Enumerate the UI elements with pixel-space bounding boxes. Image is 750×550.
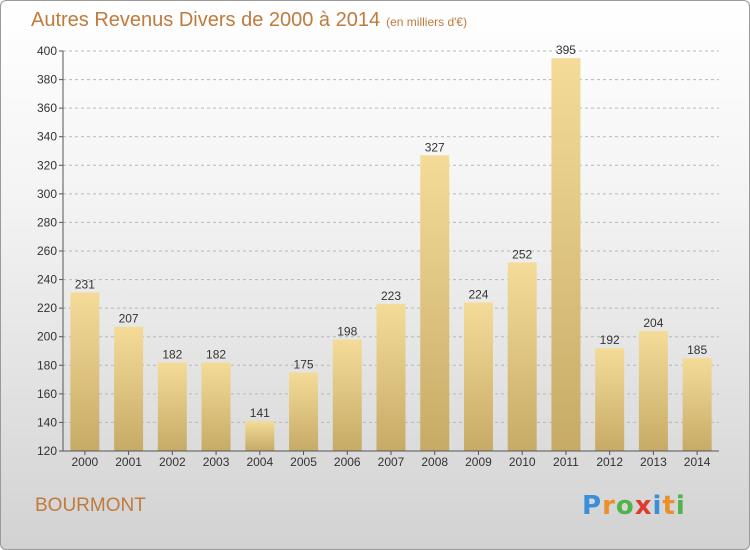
- bar: [114, 326, 144, 451]
- x-tick-label: 2014: [684, 455, 711, 469]
- y-tick-label: 200: [37, 330, 57, 344]
- x-tick-label: 2000: [72, 455, 99, 469]
- logo-letter: i: [675, 491, 686, 521]
- x-tick-label: 2008: [421, 455, 448, 469]
- y-tick-label: 180: [37, 358, 57, 372]
- x-tick-label: 2002: [159, 455, 186, 469]
- value-label: 252: [512, 247, 532, 261]
- x-tick-label: 2013: [640, 455, 667, 469]
- y-tick-label: 260: [37, 244, 57, 258]
- y-tick-label: 300: [37, 187, 57, 201]
- value-label: 185: [687, 343, 707, 357]
- bar: [70, 292, 100, 451]
- bar: [638, 331, 668, 451]
- value-label: 192: [600, 333, 620, 347]
- value-label: 204: [643, 316, 663, 330]
- bar: [420, 155, 450, 452]
- bar: [595, 348, 625, 451]
- y-tick-label: 360: [37, 101, 57, 115]
- y-tick-label: 380: [37, 73, 57, 87]
- y-tick-label: 160: [37, 387, 57, 401]
- y-tick-label: 280: [37, 215, 57, 229]
- bar: [201, 362, 231, 451]
- proxiti-logo: Proxiti: [582, 491, 686, 521]
- x-tick-label: 2010: [509, 455, 536, 469]
- bar: [551, 58, 581, 452]
- y-tick-label: 240: [37, 273, 57, 287]
- value-label: 223: [381, 289, 401, 303]
- logo-letter: t: [662, 491, 676, 521]
- logo-letter: x: [634, 491, 653, 521]
- value-label: 395: [556, 43, 576, 57]
- chart-title: Autres Revenus Divers de 2000 à 2014 (en …: [31, 9, 467, 32]
- value-label: 175: [294, 357, 314, 371]
- bars: [70, 58, 712, 452]
- value-label: 198: [337, 325, 357, 339]
- value-label: 182: [162, 347, 182, 361]
- logo-letter: i: [652, 491, 663, 521]
- bar: [507, 262, 537, 451]
- bar: [376, 303, 406, 451]
- bar: [332, 339, 362, 451]
- x-tick-label: 2006: [334, 455, 361, 469]
- chart-title-text: Autres Revenus Divers de 2000 à 2014: [31, 9, 381, 31]
- commune-name: BOURMONT: [35, 495, 146, 516]
- value-label: 327: [425, 140, 445, 154]
- bar: [245, 421, 275, 451]
- y-tick-label: 400: [37, 44, 57, 58]
- value-label: 141: [250, 406, 270, 420]
- logo-letter: o: [615, 491, 635, 521]
- y-tick-label: 340: [37, 130, 57, 144]
- x-tick-label: 2009: [465, 455, 492, 469]
- y-tick-label: 120: [37, 444, 57, 458]
- x-tick-label: 2007: [378, 455, 405, 469]
- logo-letter: P: [582, 491, 603, 521]
- y-tick-label: 140: [37, 415, 57, 429]
- y-tick-label: 320: [37, 158, 57, 172]
- bar: [463, 302, 493, 451]
- value-labels: 231 207 182 182 141 175 198 223 327 224 252 395 192 2…: [75, 43, 708, 420]
- x-tick-label: 2005: [290, 455, 317, 469]
- bar: [157, 362, 187, 451]
- axes: 120 140 160 180 200 220 240 260 280 300 320 340 360 3…: [37, 44, 719, 469]
- y-tick-label: 220: [37, 301, 57, 315]
- chart-subtitle: (en milliers d'€): [386, 15, 468, 29]
- x-tick-label: 2012: [596, 455, 623, 469]
- value-label: 182: [206, 347, 226, 361]
- logo-letter: r: [602, 491, 616, 521]
- x-tick-label: 2004: [246, 455, 273, 469]
- bar: [289, 372, 319, 451]
- value-label: 207: [119, 312, 139, 326]
- x-tick-label: 2003: [203, 455, 230, 469]
- x-tick-label: 2011: [553, 455, 579, 469]
- value-label: 231: [75, 277, 95, 291]
- bar: [682, 358, 712, 451]
- x-tick-label: 2001: [115, 455, 142, 469]
- value-label: 224: [468, 287, 488, 301]
